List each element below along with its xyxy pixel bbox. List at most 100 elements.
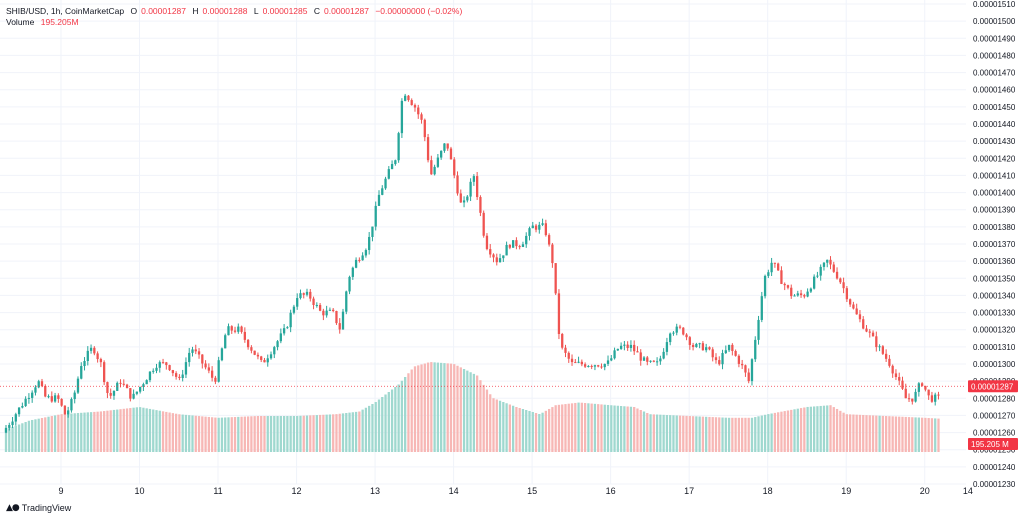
candle-body	[368, 236, 371, 251]
volume-bar	[665, 414, 669, 452]
candle-body	[695, 343, 698, 348]
volume-bar	[276, 416, 279, 452]
volume-bar	[521, 409, 525, 452]
candle-body	[672, 332, 675, 334]
volume-bar	[577, 402, 580, 452]
volume-bar	[106, 410, 109, 452]
candle-body	[354, 259, 358, 268]
volume-bar	[296, 415, 299, 452]
volume-bar	[626, 406, 629, 452]
volume-bar	[741, 417, 744, 452]
volume-bar	[580, 402, 583, 452]
candle-body	[148, 371, 152, 381]
candle-body	[881, 346, 885, 354]
candle-body	[737, 355, 741, 364]
volume-bar	[161, 411, 165, 452]
volume-bar	[417, 365, 420, 452]
candle-body	[858, 314, 862, 320]
volume-bar	[410, 369, 413, 452]
candle-body	[705, 347, 708, 351]
x-tick-label: 16	[606, 486, 616, 496]
y-tick-label: 0.00001480	[973, 51, 1016, 60]
volume-bar	[678, 415, 682, 452]
volume-bar	[489, 394, 492, 452]
candle-body	[135, 391, 139, 394]
candle-body	[453, 159, 456, 176]
volume-bar	[721, 417, 724, 452]
tradingview-logo[interactable]: ▲● TradingView	[6, 503, 71, 513]
volume-bar	[907, 417, 911, 452]
candle-body	[456, 175, 459, 194]
volume-bar	[125, 408, 129, 452]
y-tick-label: 0.00001280	[973, 394, 1016, 403]
candle-body	[322, 310, 325, 316]
volume-bar	[574, 402, 577, 452]
volume-bar	[217, 417, 220, 452]
candle-body	[11, 421, 14, 426]
y-tick-label: 0.00001400	[973, 189, 1016, 198]
volume-bar	[96, 411, 99, 452]
volume-bar	[587, 403, 590, 452]
candle-body	[763, 275, 767, 297]
candle-body	[345, 291, 348, 312]
y-tick-label: 0.00001430	[973, 137, 1016, 146]
x-tick-label: 18	[763, 486, 773, 496]
candle-body	[636, 351, 639, 353]
candle-body	[495, 257, 498, 263]
time-axis[interactable]: 9 10 11 12 13 14 15 16 17 18 19 20 14	[58, 486, 972, 496]
volume-bar	[629, 406, 633, 452]
candle-body	[898, 377, 901, 381]
volume-bar	[508, 404, 512, 452]
volume-bar	[767, 414, 770, 452]
candle-body	[525, 235, 528, 245]
candle-body	[256, 354, 260, 357]
high-label: H	[192, 6, 199, 16]
price-axis[interactable]: 0.00001230 0.00001240 0.00001250 0.00001260…	[968, 0, 1018, 489]
volume-bar	[99, 411, 103, 452]
y-tick-label: 0.00001230	[973, 480, 1016, 489]
candle-body	[626, 344, 629, 348]
candle-body	[420, 114, 423, 120]
volume-bar	[884, 416, 888, 452]
volume-bar	[600, 404, 603, 452]
volume-bar	[145, 408, 148, 452]
volume-bar	[426, 362, 430, 452]
candle-body	[711, 349, 714, 358]
symbol-title[interactable]: SHIB/USD, 1h, CoinMarketCap	[6, 6, 125, 16]
candle-body	[57, 395, 60, 399]
candle-body	[691, 344, 695, 348]
volume-bar	[476, 375, 479, 452]
candle-body	[37, 381, 40, 388]
candle-body	[106, 382, 109, 394]
volume-bar	[256, 416, 260, 452]
candle-body	[227, 326, 230, 336]
candle-body	[842, 282, 845, 289]
volume-bar	[714, 417, 718, 452]
volume-bar	[40, 418, 44, 452]
volume-bar	[17, 424, 21, 452]
candle-body	[489, 249, 492, 255]
volume-bar	[263, 416, 266, 452]
volume-bar	[619, 406, 623, 452]
volume-bar	[407, 373, 410, 452]
candle-body	[17, 407, 21, 415]
volume-bar	[86, 412, 89, 452]
candle-body	[907, 398, 911, 400]
volume-label[interactable]: Volume	[6, 17, 35, 27]
volume-bar	[302, 415, 305, 452]
volume-bar	[557, 404, 561, 452]
candle-body	[567, 352, 570, 359]
volume-bar	[233, 417, 237, 452]
candle-body	[727, 344, 731, 351]
candle-body	[276, 341, 279, 348]
volume-bar	[832, 407, 835, 452]
volume-bar	[387, 392, 390, 452]
candle-body	[338, 323, 341, 330]
volume-bar	[397, 384, 400, 452]
x-tick-label: 14	[449, 486, 459, 496]
candle-body	[600, 366, 603, 368]
candle-body	[822, 262, 826, 267]
candle-body	[400, 100, 404, 134]
